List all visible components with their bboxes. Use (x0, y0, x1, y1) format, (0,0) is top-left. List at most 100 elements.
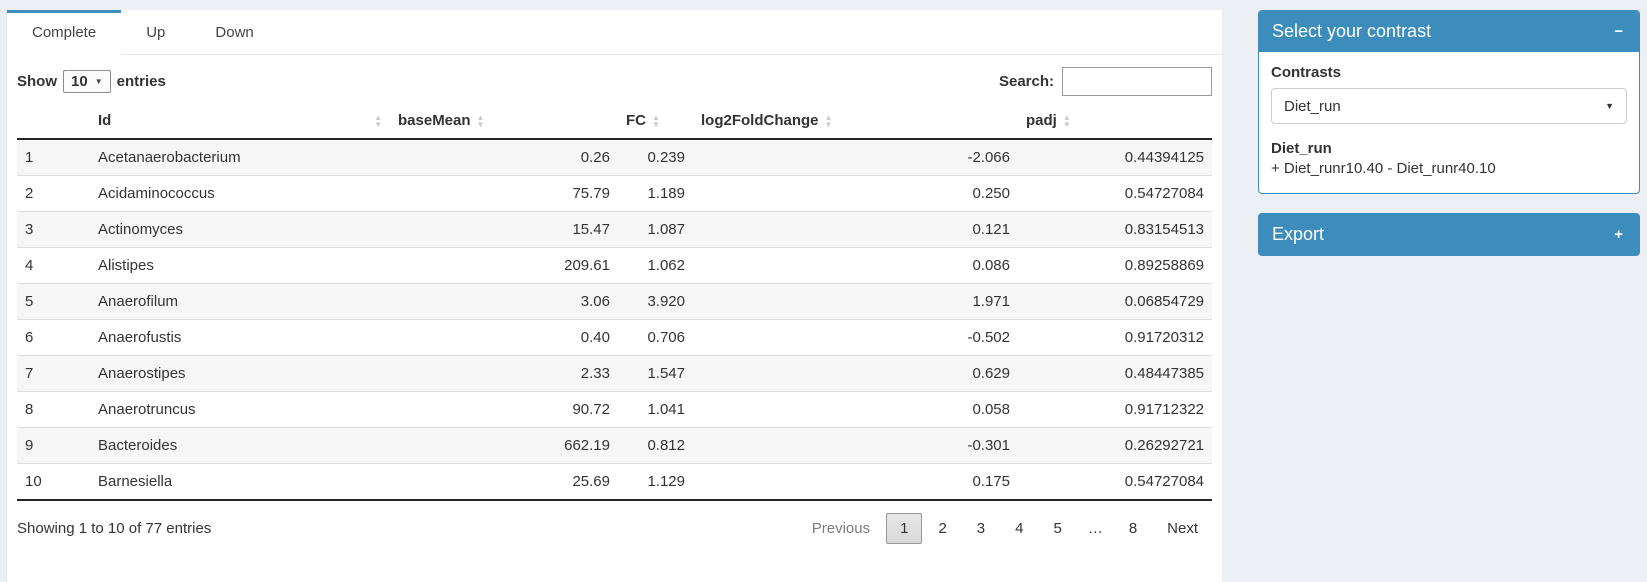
fc-cell: 1.041 (647, 401, 685, 418)
log2foldchange-cell: 0.629 (972, 365, 1010, 382)
table-row[interactable]: 1 Acetanaerobacterium 0.26 0.239 -2.066 … (17, 139, 1212, 176)
col-header-padj[interactable]: padj ▲ ▼ (1018, 103, 1212, 140)
page-button-5[interactable]: 5 (1053, 520, 1062, 537)
log2foldchange-cell: -0.502 (967, 329, 1010, 346)
table-row[interactable]: 3 Actinomyces 15.47 1.087 0.121 0.831545… (17, 211, 1212, 248)
chevron-down-icon: ▼ (1605, 101, 1614, 111)
row-index-cell: 8 (25, 401, 34, 418)
col-header-fc-label: FC (626, 112, 646, 129)
page-button-8[interactable]: 8 (1128, 520, 1138, 537)
table-row[interactable]: 10 Barnesiella 25.69 1.129 0.175 0.54727… (17, 464, 1212, 500)
sort-icon: ▲ ▼ (824, 113, 833, 130)
log2foldchange-cell: 1.971 (972, 293, 1010, 310)
id-cell: Acetanaerobacterium (98, 149, 241, 166)
search-label: Search: (998, 72, 1054, 90)
id-cell: Acidaminococcus (98, 185, 215, 202)
tab-down[interactable]: Down (215, 24, 254, 41)
col-header-log2foldchange[interactable]: log2FoldChange ▲ ▼ (693, 103, 1018, 140)
fc-cell: 0.239 (647, 149, 685, 166)
results-panel: Complete Up Down Show 10 ▼ entries Searc… (7, 10, 1222, 582)
entries-length-select[interactable]: 10 ▼ (63, 69, 111, 93)
padj-cell: 0.06854729 (1124, 293, 1204, 310)
table-row[interactable]: 6 Anaerofustis 0.40 0.706 -0.502 0.91720… (17, 320, 1212, 356)
col-header-id[interactable]: Id ▲ ▼ (90, 103, 390, 140)
padj-cell: 0.83154513 (1124, 221, 1204, 238)
contrast-detail: Diet_run + Diet_runr10.40 - Diet_runr40.… (1271, 140, 1627, 177)
table-row[interactable]: 7 Anaerostipes 2.33 1.547 0.629 0.484473… (17, 355, 1212, 392)
fc-cell: 1.189 (647, 185, 685, 202)
log2foldchange-cell: 0.175 (972, 473, 1010, 490)
contrasts-label: Contrasts (1271, 64, 1342, 81)
page-button-4[interactable]: 4 (1015, 520, 1024, 537)
col-header-rownum (17, 103, 90, 140)
padj-cell: 0.91720312 (1124, 329, 1204, 346)
page-next-button[interactable]: Next (1167, 520, 1198, 537)
contrast-box-title: Select your contrast (1272, 21, 1432, 41)
table-row[interactable]: 5 Anaerofilum 3.06 3.920 1.971 0.0685472… (17, 283, 1212, 320)
padj-cell: 0.48447385 (1124, 365, 1204, 382)
padj-cell: 0.89258869 (1124, 257, 1204, 274)
contrast-select[interactable]: Diet_run ▼ (1271, 88, 1627, 124)
table-row[interactable]: 2 Acidaminococcus 75.79 1.189 0.250 0.54… (17, 176, 1212, 212)
fc-cell: 0.812 (647, 437, 685, 454)
tab-up[interactable]: Up (146, 24, 166, 41)
row-index-cell: 5 (25, 293, 34, 310)
log2foldchange-cell: 0.250 (972, 185, 1010, 202)
page-button-1[interactable]: 1 (886, 513, 923, 544)
page-ellipsis: … (1087, 520, 1103, 537)
table-row[interactable]: 9 Bacteroides 662.19 0.812 -0.301 0.2629… (17, 427, 1212, 464)
fc-cell: 1.087 (647, 221, 685, 238)
page-previous-button[interactable]: Previous (811, 520, 871, 537)
id-cell: Alistipes (98, 257, 154, 274)
row-index-cell: 2 (25, 185, 34, 202)
contrast-detail-formula: + Diet_runr10.40 - Diet_runr40.10 (1271, 160, 1496, 177)
table-info: Showing 1 to 10 of 77 entries (17, 520, 212, 537)
basemean-cell: 0.40 (580, 329, 610, 346)
collapse-minus-icon[interactable]: − (1614, 23, 1623, 40)
table-row[interactable]: 4 Alistipes 209.61 1.062 0.086 0.8925886… (17, 248, 1212, 284)
show-entries-label-suffix: entries (116, 72, 166, 90)
col-header-fc[interactable]: FC ▲ ▼ (618, 103, 693, 140)
search-control: Search: (998, 66, 1212, 96)
fc-cell: 1.547 (647, 365, 685, 382)
contrast-box-header: Select your contrast − (1259, 11, 1639, 52)
row-index-cell: 7 (25, 365, 34, 382)
padj-cell: 0.54727084 (1124, 473, 1204, 490)
table-row[interactable]: 8 Anaerotruncus 90.72 1.041 0.058 0.9171… (17, 392, 1212, 428)
col-header-padj-label: padj (1026, 112, 1057, 129)
row-index-cell: 4 (25, 257, 34, 274)
results-table: Id ▲ ▼ baseMean ▲ ▼ FC ▲ ▼ log2FoldChange ▲ ▼ pa… (17, 103, 1212, 501)
sort-icon: ▲ ▼ (652, 113, 660, 130)
basemean-cell: 15.47 (572, 221, 610, 238)
page-button-3[interactable]: 3 (976, 520, 986, 537)
row-index-cell: 9 (25, 437, 34, 454)
col-header-id-label: Id (98, 112, 112, 129)
contrast-detail-name: Diet_run (1271, 140, 1332, 157)
col-header-basemean[interactable]: baseMean ▲ ▼ (390, 103, 618, 140)
entries-length-value: 10 (71, 72, 88, 90)
basemean-cell: 662.19 (564, 437, 610, 454)
padj-cell: 0.91712322 (1124, 401, 1204, 418)
export-box[interactable]: Export + (1258, 213, 1640, 256)
tab-complete[interactable]: Complete (7, 10, 122, 55)
pagination: Previous 1 2 3 4 5 … 8 Next (796, 513, 1212, 544)
sort-icon: ▲ ▼ (476, 113, 485, 130)
expand-plus-icon[interactable]: + (1614, 226, 1623, 243)
table-header-row: Id ▲ ▼ baseMean ▲ ▼ FC ▲ ▼ log2FoldChange ▲ ▼ pa… (17, 103, 1212, 140)
contrast-box: Select your contrast − Contrasts Diet_ru… (1258, 10, 1640, 194)
row-index-cell: 10 (25, 473, 42, 490)
show-entries-label-prefix: Show (17, 72, 57, 90)
col-header-basemean-label: baseMean (398, 112, 471, 129)
id-cell: Bacteroides (98, 437, 178, 454)
search-input[interactable] (1062, 66, 1212, 96)
col-header-log2foldchange-label: log2FoldChange (701, 112, 819, 129)
select-caret-icon: ▼ (94, 76, 103, 86)
table-container: Show 10 ▼ entries Search: (7, 55, 1222, 544)
fc-cell: 3.920 (647, 293, 685, 310)
id-cell: Barnesiella (98, 473, 173, 490)
log2foldchange-cell: 0.121 (972, 221, 1010, 238)
page-button-2[interactable]: 2 (938, 520, 947, 537)
export-box-title: Export (1272, 224, 1325, 244)
sort-icon: ▲ ▼ (1062, 113, 1071, 130)
